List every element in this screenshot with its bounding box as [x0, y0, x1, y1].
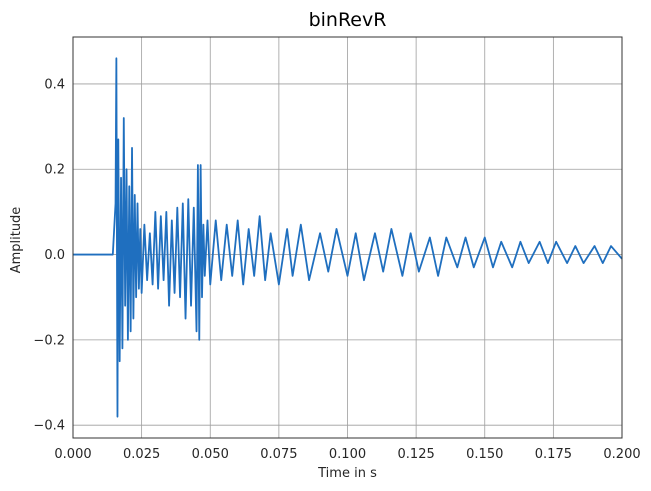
- x-tick-label: 0.075: [260, 447, 297, 462]
- plot-frame: [72, 36, 623, 439]
- plot-data: [73, 57, 623, 418]
- x-tick-label: 0.150: [466, 447, 503, 462]
- y-tick-label: −0.2: [33, 333, 65, 348]
- x-tick-label: 0.025: [123, 447, 160, 462]
- y-axis: −0.4 −0.2 0.0 0.2 0.4: [33, 77, 65, 433]
- chart-title: binRevR: [309, 9, 387, 31]
- x-axis-label: Time in s: [317, 466, 377, 481]
- x-tick-label: 0.000: [54, 447, 91, 462]
- x-tick-label: 0.125: [398, 447, 435, 462]
- x-tick-label: 0.200: [603, 447, 640, 462]
- y-tick-label: 0.2: [44, 163, 65, 178]
- x-tick-label: 0.175: [535, 447, 572, 462]
- y-axis-label: Amplitude: [9, 207, 24, 274]
- x-axis: 0.000 0.025 0.050 0.075 0.100 0.125 0.150 0.175…: [54, 447, 640, 462]
- grid: [72, 37, 623, 438]
- y-tick-label: 0.0: [44, 248, 65, 263]
- y-tick-label: −0.4: [33, 419, 65, 434]
- y-tick-label: 0.4: [44, 77, 65, 92]
- x-tick-label: 0.050: [192, 447, 229, 462]
- x-tick-label: 0.100: [329, 447, 366, 462]
- series-line-0: [73, 57, 623, 418]
